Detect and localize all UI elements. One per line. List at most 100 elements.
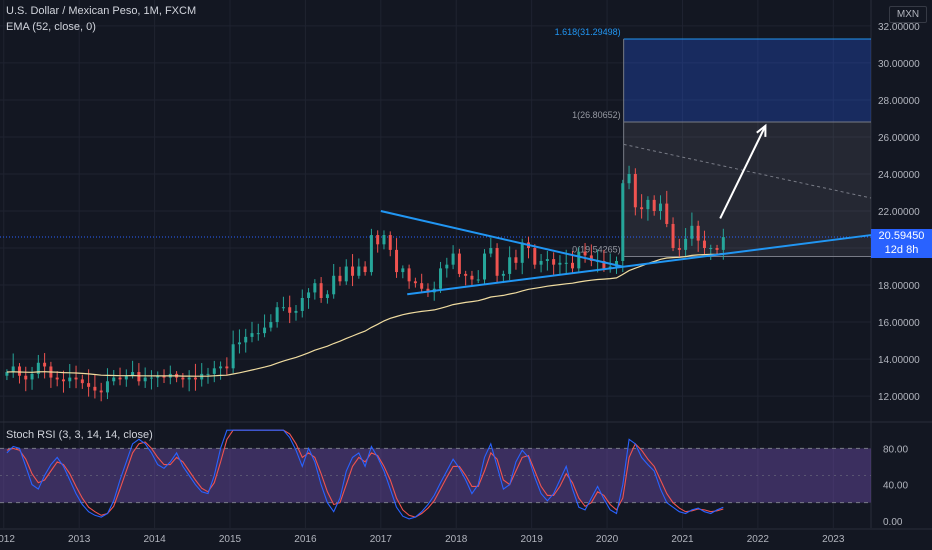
candle-body: [671, 223, 675, 249]
candle-body: [570, 262, 574, 269]
projection-arrow: [719, 125, 767, 219]
currency-badge[interactable]: MXN: [889, 6, 927, 23]
ema-legend: EMA (52, close, 0): [6, 21, 96, 33]
time-axis-tick-label: 2019: [521, 534, 544, 545]
fib-level-label: 1(26.80652): [572, 110, 621, 120]
candle-body: [193, 377, 197, 380]
fib-retracement-zone: [623, 122, 871, 257]
price-axis-tick-label: 14.00000: [878, 355, 920, 366]
candle-body: [206, 373, 210, 375]
candle-body: [696, 225, 700, 241]
candle-body: [80, 379, 84, 384]
candle-body: [489, 248, 493, 254]
candle-body: [382, 235, 386, 245]
candle-body: [470, 275, 474, 280]
price-axis-tick-label: 16.00000: [878, 318, 920, 329]
candle-body: [237, 342, 241, 345]
candle-body: [464, 273, 468, 276]
candle-body: [93, 386, 97, 391]
candle-body: [288, 307, 292, 313]
stoch-axis-tick-label: 0.00: [883, 517, 903, 528]
candle-body: [357, 266, 361, 276]
time-axis-tick-label: 2021: [671, 534, 694, 545]
candle-body: [269, 322, 273, 328]
fib-extension-zone: [623, 38, 871, 123]
candle-body: [112, 377, 116, 382]
candle-body: [143, 377, 147, 382]
price-axis-tick-label: 32.00000: [878, 22, 920, 33]
candle-body: [665, 203, 669, 224]
candle-body: [149, 377, 153, 379]
candle-body: [313, 283, 317, 293]
candle-body: [627, 173, 631, 184]
candle-body: [344, 266, 348, 282]
candle-body: [131, 372, 135, 376]
candle-body: [677, 248, 681, 250]
candle-body: [99, 390, 103, 393]
candle-body: [124, 375, 128, 380]
candle-body: [395, 249, 399, 273]
candle-body: [520, 242, 524, 263]
fib-level-label: 1.618(31.29498): [555, 27, 621, 37]
candle-body: [495, 248, 499, 276]
candle-body: [577, 251, 581, 269]
candle-body: [439, 268, 443, 289]
candle-body: [602, 260, 606, 269]
candle-body: [483, 253, 487, 280]
candle-body: [5, 372, 9, 376]
candle-body: [55, 377, 59, 380]
candle-body: [24, 375, 28, 380]
time-axis-tick-label: 2020: [596, 534, 619, 545]
candle-body: [545, 259, 549, 261]
candle-body: [621, 183, 625, 261]
candle-body: [300, 297, 304, 311]
candle-body: [451, 253, 455, 265]
ema-line: [6, 253, 724, 377]
candle-body: [219, 366, 223, 369]
candle-body: [281, 307, 285, 309]
candle-body: [263, 327, 267, 334]
candle-body: [426, 288, 430, 293]
candle-body: [721, 237, 725, 250]
candle-body: [702, 240, 706, 249]
candle-body: [413, 281, 417, 284]
candle-body: [457, 253, 461, 274]
candle-body: [514, 257, 518, 263]
candle-body: [250, 333, 254, 337]
symbol-title: U.S. Dollar / Mexican Peso, 1M, FXCM: [6, 5, 197, 17]
candle-body: [533, 248, 537, 265]
candle-body: [225, 366, 229, 369]
candle-body: [501, 273, 505, 276]
candle-body: [68, 377, 72, 382]
time-axis-tick-label: 2018: [445, 534, 468, 545]
price-axis-tick-label: 12.00000: [878, 392, 920, 403]
candle-body: [332, 275, 336, 295]
time-axis-tick-label: 2012: [0, 534, 15, 545]
price-axis-tick-label: 30.00000: [878, 59, 920, 70]
candle-body: [294, 310, 298, 313]
time-axis-tick-label: 2014: [143, 534, 166, 545]
candle-body: [363, 266, 367, 273]
candle-body: [690, 225, 694, 239]
candle-body: [187, 377, 191, 380]
candle-body: [508, 257, 512, 274]
candle-body: [181, 377, 185, 380]
candle-body: [658, 203, 662, 211]
candle-body: [376, 235, 380, 245]
ascending-trendline: [407, 234, 872, 296]
candle-body: [156, 375, 160, 378]
candle-body: [589, 255, 593, 261]
candle-body: [614, 260, 618, 267]
candle-body: [633, 173, 637, 208]
candle-body: [137, 372, 141, 382]
candle-body: [36, 362, 40, 374]
stoch-rsi-legend: Stoch RSI (3, 3, 14, 14, close): [6, 429, 153, 441]
time-axis-tick-label: 2016: [294, 534, 317, 545]
candle-body: [646, 199, 650, 210]
candle-body: [709, 248, 713, 250]
candle-body: [583, 251, 587, 256]
time-axis-tick-label: 2022: [747, 534, 770, 545]
price-axis-tick-label: 22.00000: [878, 207, 920, 218]
fib-level-label: 0(19.54265): [572, 244, 621, 254]
